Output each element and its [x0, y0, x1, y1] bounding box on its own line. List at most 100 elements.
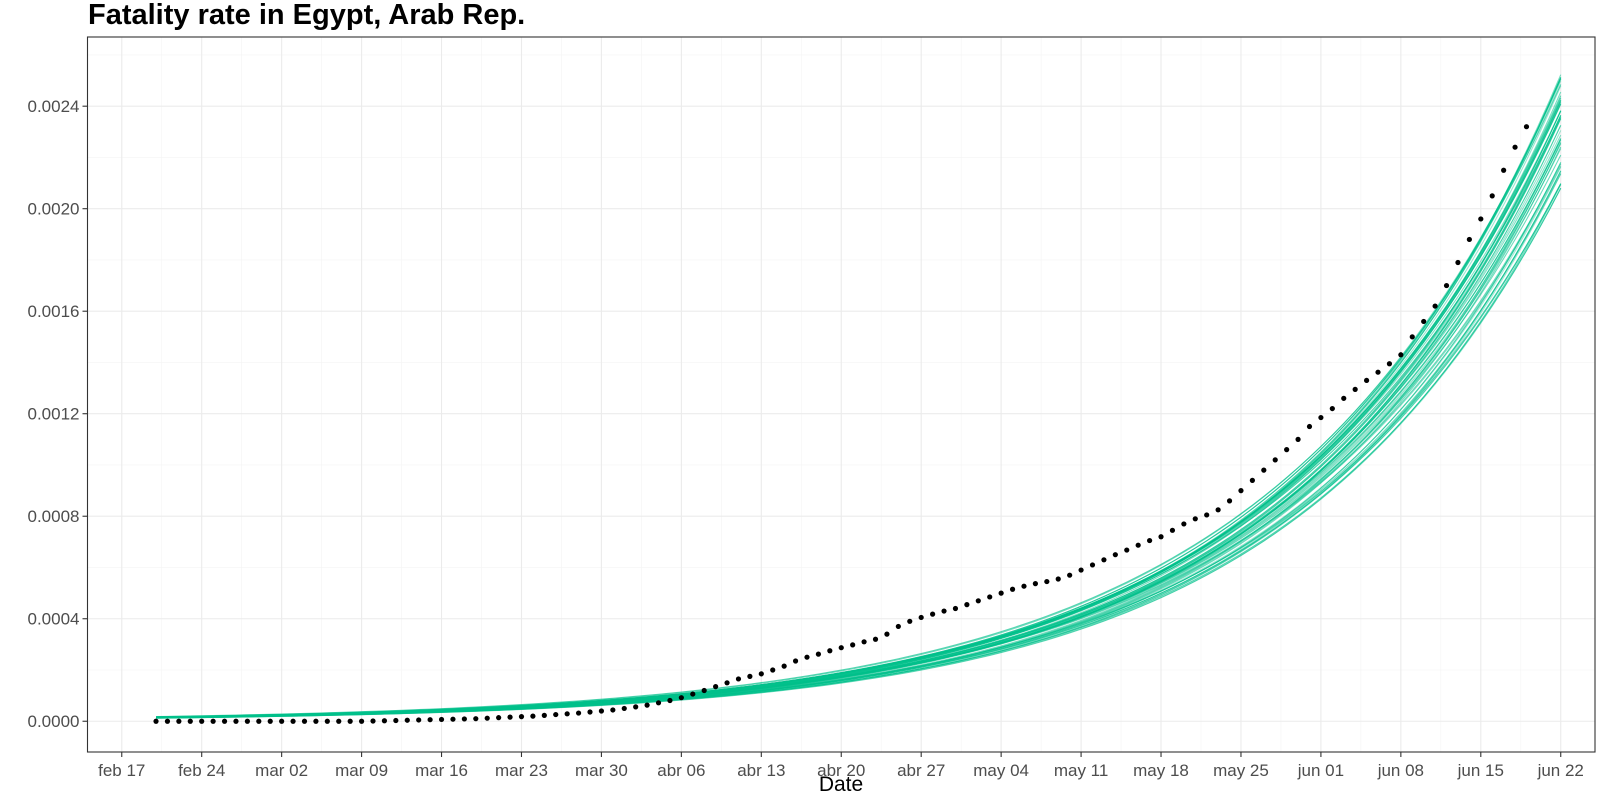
x-tick-label: mar 23 — [495, 761, 548, 780]
observed-point — [1409, 334, 1415, 340]
observed-point — [164, 718, 171, 724]
observed-point — [1021, 583, 1027, 589]
observed-point — [884, 631, 890, 637]
observed-point — [336, 718, 342, 724]
x-tick-label: jun 15 — [1457, 761, 1504, 780]
observed-point — [176, 718, 182, 724]
observed-point — [199, 718, 205, 724]
observed-point — [815, 651, 822, 657]
observed-point — [518, 714, 525, 720]
observed-point — [713, 684, 719, 690]
chart-title: Fatality rate in Egypt, Arab Rep. — [88, 0, 525, 31]
observed-point — [1295, 436, 1301, 442]
observed-point — [747, 673, 753, 680]
observed-point — [1432, 303, 1438, 309]
observed-point — [930, 611, 936, 617]
observed-point — [610, 707, 616, 713]
observed-point — [1329, 405, 1335, 412]
simulation-line — [156, 148, 1562, 718]
observed-point — [256, 718, 262, 724]
observed-point — [633, 704, 639, 710]
observed-point — [1044, 578, 1050, 585]
minor-gridlines — [87, 37, 1595, 752]
observed-point — [450, 716, 456, 722]
observed-point — [678, 695, 684, 701]
observed-point — [393, 717, 399, 724]
observed-point — [221, 718, 228, 724]
observed-point — [1466, 236, 1472, 243]
x-tick-label: mar 16 — [415, 761, 468, 780]
observed-point — [210, 718, 216, 724]
observed-point — [998, 590, 1004, 596]
observed-point — [187, 718, 193, 724]
observed-point — [735, 676, 742, 682]
observed-point — [244, 718, 250, 724]
observed-point — [792, 658, 799, 664]
observed-point — [690, 691, 696, 697]
y-tick-label: 0.0016 — [28, 302, 80, 321]
observed-point — [975, 598, 981, 604]
observed-point — [1238, 488, 1244, 494]
x-tick-label: feb 17 — [98, 761, 145, 780]
observed-point — [553, 711, 559, 718]
observed-point — [1204, 512, 1210, 518]
observed-point — [370, 718, 376, 724]
observed-point — [564, 711, 570, 717]
observed-point — [1341, 395, 1347, 401]
x-tick-label: jun 22 — [1537, 761, 1584, 780]
observed-point — [358, 718, 365, 724]
observed-point — [918, 614, 924, 621]
observed-point — [724, 680, 730, 686]
observed-point — [655, 700, 662, 706]
observed-point — [1078, 567, 1084, 573]
observed-point — [427, 717, 433, 723]
observed-point — [1421, 318, 1427, 325]
observed-point — [461, 716, 467, 722]
observed-point — [667, 697, 673, 704]
observed-point — [1124, 547, 1130, 553]
observed-point — [381, 718, 388, 724]
observed-point — [324, 718, 330, 724]
observed-point — [1398, 352, 1404, 358]
observed-point — [1169, 527, 1176, 533]
observed-point — [758, 671, 764, 677]
observed-point — [1523, 124, 1530, 130]
y-tick-label: 0.0000 — [28, 712, 80, 731]
observed-point — [644, 702, 650, 708]
x-tick-label: feb 24 — [178, 761, 225, 780]
observed-point — [1158, 534, 1164, 540]
observed-point — [1215, 507, 1221, 513]
observed-point — [598, 708, 605, 714]
y-tick-label: 0.0020 — [28, 200, 80, 219]
observed-point — [1478, 216, 1484, 222]
observed-point — [267, 718, 273, 724]
observed-point — [621, 705, 627, 712]
observed-point — [1443, 282, 1450, 289]
observed-point — [952, 605, 959, 612]
observed-point — [907, 618, 913, 624]
observed-point — [1272, 457, 1278, 463]
observed-point — [1192, 516, 1198, 522]
observed-point — [1135, 542, 1141, 548]
observed-point — [313, 718, 319, 724]
x-tick-label: abr 20 — [817, 761, 865, 780]
observed-point — [301, 718, 308, 724]
observed-point — [827, 648, 833, 654]
x-axis: feb 17 feb 24 mar 02 mar 09 mar 16 mar 23 mar … — [98, 752, 1584, 780]
x-axis-title: Date — [819, 773, 863, 796]
observed-point — [1261, 467, 1267, 473]
simulation-lines — [156, 74, 1562, 719]
observed-point — [1512, 144, 1518, 150]
observed-point — [1089, 562, 1096, 568]
observed-point — [153, 718, 159, 724]
observed-point — [416, 717, 422, 723]
observed-point — [438, 716, 445, 723]
x-tick-label: abr 13 — [737, 761, 785, 780]
observed-point — [541, 712, 547, 718]
observed-point — [1055, 576, 1061, 582]
x-tick-label: may 04 — [973, 761, 1029, 780]
observed-point — [781, 663, 787, 669]
observed-point — [1386, 361, 1393, 367]
x-tick-label: jun 08 — [1377, 761, 1424, 780]
